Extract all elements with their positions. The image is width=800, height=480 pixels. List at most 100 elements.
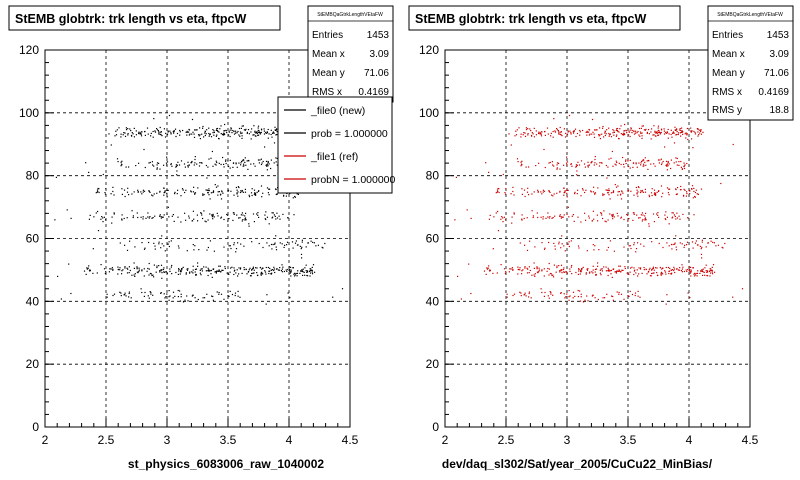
scatter-point	[665, 211, 667, 213]
scatter-point	[280, 270, 282, 272]
scatter-point	[220, 217, 222, 219]
scatter-point	[488, 171, 490, 173]
scatter-point	[657, 159, 660, 161]
scatter-point	[633, 133, 636, 135]
scatter-point	[137, 216, 139, 219]
scatter-point	[241, 212, 243, 214]
scatter-point	[218, 270, 220, 272]
scatter-point	[672, 243, 674, 246]
scatter-point	[724, 242, 726, 245]
scatter-point	[248, 269, 250, 271]
scatter-point	[690, 131, 692, 133]
scatter-point	[219, 128, 221, 130]
scatter-point	[140, 135, 143, 137]
scatter-point	[230, 247, 232, 250]
scatter-point	[220, 270, 222, 273]
scatter-point	[177, 161, 179, 163]
scatter-point	[105, 188, 107, 190]
scatter-point	[619, 265, 621, 267]
scatter-point	[681, 130, 683, 132]
scatter-point	[122, 269, 124, 271]
scatter-point	[237, 290, 239, 292]
scatter-point	[235, 163, 237, 165]
scatter-point	[241, 132, 243, 134]
scatter-point	[221, 269, 223, 271]
scatter-point	[575, 135, 577, 138]
scatter-point	[207, 246, 209, 249]
scatter-point	[488, 265, 490, 267]
scatter-point	[698, 134, 700, 136]
scatter-point	[105, 271, 107, 273]
scatter-point	[261, 129, 263, 131]
scatter-point	[88, 218, 90, 220]
scatter-point	[585, 189, 587, 191]
scatter-point	[658, 131, 660, 133]
scatter-point	[517, 268, 520, 271]
scatter-point	[265, 160, 268, 162]
scatter-point	[201, 268, 203, 270]
scatter-point	[629, 290, 631, 292]
scatter-point	[678, 215, 680, 217]
scatter-point	[700, 270, 702, 272]
scatter-point	[621, 133, 624, 135]
scatter-point	[658, 162, 660, 164]
scatter-point	[170, 163, 172, 166]
scatter-point	[684, 164, 686, 166]
scatter-point	[565, 162, 568, 164]
scatter-point	[315, 245, 317, 247]
scatter-point	[637, 191, 639, 193]
scatter-point	[666, 294, 668, 296]
scatter-point	[594, 192, 596, 194]
scatter-point	[129, 240, 131, 242]
scatter-point	[143, 248, 146, 250]
scatter-point	[229, 245, 231, 247]
scatter-point	[267, 161, 269, 163]
scatter-point	[275, 157, 277, 159]
scatter-point	[188, 215, 190, 217]
scatter-point	[550, 273, 552, 275]
scatter-point	[211, 295, 213, 297]
scatter-point	[648, 194, 650, 196]
scatter-point	[682, 133, 684, 135]
x-tick-label: 4.5	[742, 433, 759, 447]
scatter-point	[665, 164, 667, 166]
scatter-point	[502, 173, 504, 176]
scatter-point	[292, 247, 294, 249]
scatter-point	[492, 248, 494, 250]
scatter-point	[183, 163, 186, 165]
scatter-point	[595, 268, 598, 270]
scatter-point	[565, 132, 567, 134]
scatter-point	[132, 216, 134, 219]
scatter-point	[673, 162, 675, 164]
scatter-point	[97, 230, 100, 232]
scatter-point	[705, 246, 707, 248]
scatter-point	[673, 266, 675, 268]
scatter-point	[563, 164, 565, 166]
stats-value-left: 1453	[367, 30, 390, 41]
scatter-point	[208, 188, 210, 190]
scatter-point	[624, 123, 626, 126]
scatter-point	[257, 129, 259, 131]
scatter-point	[294, 274, 297, 276]
scatter-point	[600, 274, 602, 276]
scatter-point	[121, 270, 123, 272]
scatter-point	[570, 163, 572, 166]
scatter-point	[559, 131, 561, 133]
scatter-point	[156, 167, 158, 169]
scatter-point	[629, 245, 631, 247]
scatter-point	[649, 267, 651, 269]
scatter-point	[250, 163, 252, 165]
scatter-point	[254, 192, 256, 194]
stats-label-left: Mean x	[312, 49, 345, 60]
scatter-point	[582, 266, 584, 268]
scatter-point	[261, 271, 263, 273]
scatter-point	[561, 235, 563, 237]
scatter-point	[666, 131, 668, 133]
scatter-point	[622, 134, 624, 136]
scatter-point	[675, 188, 677, 190]
scatter-point	[193, 136, 196, 138]
scatter-point	[697, 131, 699, 133]
scatter-point	[217, 194, 219, 196]
scatter-point	[161, 216, 164, 218]
scatter-point	[222, 134, 224, 136]
